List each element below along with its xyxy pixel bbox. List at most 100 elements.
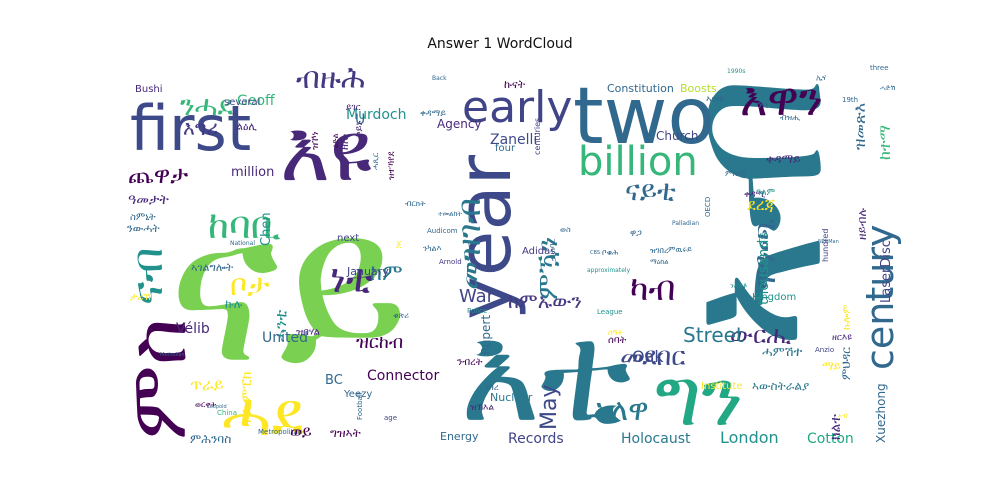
word-94: CBS <box>590 250 600 256</box>
word-102: ዝበሃል <box>296 327 320 338</box>
word-9: እዩ <box>280 102 372 200</box>
word-128: ምዉሩይ <box>668 245 692 254</box>
word-5: ግን <box>655 351 743 444</box>
word-155: ሓድሽ <box>880 84 896 92</box>
word-49: Xuezhong <box>874 383 888 443</box>
word-105: ግዝኣት <box>330 426 361 440</box>
word-8: first <box>130 92 251 165</box>
word-57: million <box>231 165 274 180</box>
word-73: centuries <box>533 118 542 155</box>
word-95: U <box>355 112 365 128</box>
word-22: መዝገብ <box>450 198 488 290</box>
word-58: Chen <box>259 212 274 246</box>
word-140: ቁጽሪ <box>393 311 409 320</box>
word-84: approximately <box>587 267 631 274</box>
word-64: several <box>224 97 260 108</box>
word-31: ኣለዋ <box>593 393 649 428</box>
word-65: next <box>337 233 359 244</box>
word-36: War <box>459 286 495 307</box>
word-76: Police <box>467 307 487 315</box>
word-98: ንውሓት <box>127 222 160 235</box>
word-83: OECD <box>704 197 712 217</box>
word-92: 1990s <box>727 68 745 75</box>
word-86: Metholian <box>160 352 185 358</box>
word-63: Bushi <box>135 84 163 95</box>
word-40: Holocaust <box>621 431 691 447</box>
word-29: ውርሒ <box>730 321 791 349</box>
word-10: year <box>442 154 528 320</box>
word-24: ቦታ <box>230 268 270 303</box>
word-135: ቀዳማይ <box>420 109 446 119</box>
word-88: National <box>230 240 255 247</box>
word-142: ንካልእ <box>423 244 442 253</box>
word-116: ደረጃ <box>747 195 776 214</box>
word-143: ተመልከት <box>438 210 462 218</box>
word-91: three <box>870 64 889 72</box>
word-114: ዝመጽእ <box>850 103 869 150</box>
word-28: ካብ <box>630 269 676 309</box>
word-38: May <box>537 385 562 430</box>
word-44: Connector <box>367 368 439 384</box>
word-23: ጨዋታ <box>128 161 188 189</box>
word-124: ዝኽእል <box>470 403 494 413</box>
word-147: ብሓባር <box>548 239 557 261</box>
word-1: ናይ <box>168 165 408 410</box>
word-33: ዝርከብ <box>356 332 403 353</box>
word-74: Audicom <box>427 227 458 235</box>
word-27: ከም <box>370 261 403 286</box>
word-117: ልዕሊ <box>236 120 257 133</box>
word-47: thousands <box>756 232 772 305</box>
word-59: January <box>346 265 389 278</box>
word-141: ዕድል <box>331 133 340 148</box>
word-56: Boosts <box>680 82 717 95</box>
word-100: ታሪኽ <box>130 292 151 303</box>
word-80: Metropolitan <box>258 428 302 436</box>
word-136: ጀ <box>396 240 402 250</box>
word-129: ማይ <box>822 359 841 373</box>
word-55: Constitution <box>607 82 674 95</box>
word-146: ወስ <box>560 225 571 234</box>
word-130: ዘርእዩ <box>832 333 852 343</box>
word-127: ዓለም <box>756 188 776 198</box>
word-39: London <box>720 428 779 447</box>
word-149: ኢና <box>816 73 827 82</box>
word-104: ወይ <box>290 422 312 441</box>
word-45: United <box>262 330 308 346</box>
word-35: ጥራይ <box>190 375 224 394</box>
word-4: ምስ <box>111 318 204 440</box>
word-52: Geoff <box>237 93 275 109</box>
word-148: ቦቁሕ <box>602 248 619 257</box>
word-120: ኮይኑ <box>354 120 365 137</box>
word-61: Adidas <box>522 246 555 257</box>
word-11: እዋን <box>740 72 823 126</box>
word-50: Murdoch <box>346 107 406 123</box>
word-70: Institute <box>701 381 743 392</box>
word-78: Anzio <box>815 346 834 354</box>
word-133: ዋጋ <box>630 229 642 239</box>
word-13: billion <box>578 139 698 185</box>
word-17: century <box>858 225 902 370</box>
word-68: Nuclear <box>490 391 533 404</box>
word-2: እቲ <box>460 295 631 452</box>
word-125: ቀዳሚ <box>744 190 766 200</box>
word-3: ሓደ <box>222 380 304 450</box>
chart-title: Answer 1 WordCloud <box>427 36 573 52</box>
word-89: NPRMan <box>818 239 839 245</box>
word-18: ብዙሕ <box>296 61 365 96</box>
word-6: ኣብ <box>635 74 868 350</box>
word-156: ኩናት <box>504 78 526 91</box>
word-16: ነቲ <box>330 256 373 302</box>
word-109: ሓምሽተ <box>762 345 803 360</box>
word-21: ናይቲ <box>625 174 676 207</box>
word-138: ኣብ <box>838 412 848 420</box>
word-152: ንእሽቶ <box>730 282 748 290</box>
word-14: ከባቢ <box>208 203 281 247</box>
word-119: ዝኾነ <box>310 131 321 150</box>
word-54: Church <box>656 129 698 143</box>
word-7: two <box>573 72 715 162</box>
word-144: ዝገበረ <box>650 246 669 255</box>
word-79: China <box>217 409 237 417</box>
word-37: Street <box>683 323 744 347</box>
word-106: ኦሎምፒክ <box>239 372 255 423</box>
